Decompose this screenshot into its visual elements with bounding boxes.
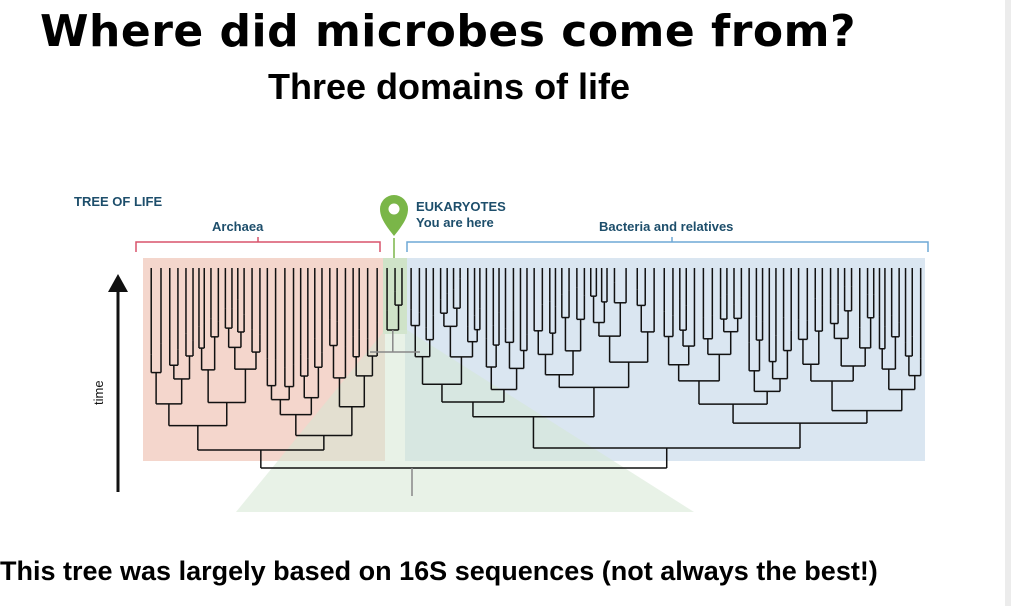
scrollbar-edge (1005, 0, 1011, 606)
bacteria-label: Bacteria and relatives (599, 219, 733, 234)
tree-heading: TREE OF LIFE (74, 194, 162, 209)
location-pin-icon (380, 195, 408, 258)
you-are-here-label: You are here (416, 215, 494, 230)
archaea-bracket (135, 237, 381, 252)
archaea-label: Archaea (212, 219, 264, 234)
eukaryotes-label: EUKARYOTES (416, 199, 506, 214)
page-subtitle: Three domains of life (268, 66, 631, 107)
bacteria-bracket (406, 237, 929, 252)
eukarya-zoom-cone (236, 330, 694, 512)
time-axis (108, 274, 128, 492)
phylogenetic-tree (150, 268, 922, 496)
time-label: time (91, 380, 106, 405)
page-title: Where did microbes come from? (40, 6, 856, 57)
figure-caption: This tree was largely based on 16S seque… (0, 556, 878, 586)
